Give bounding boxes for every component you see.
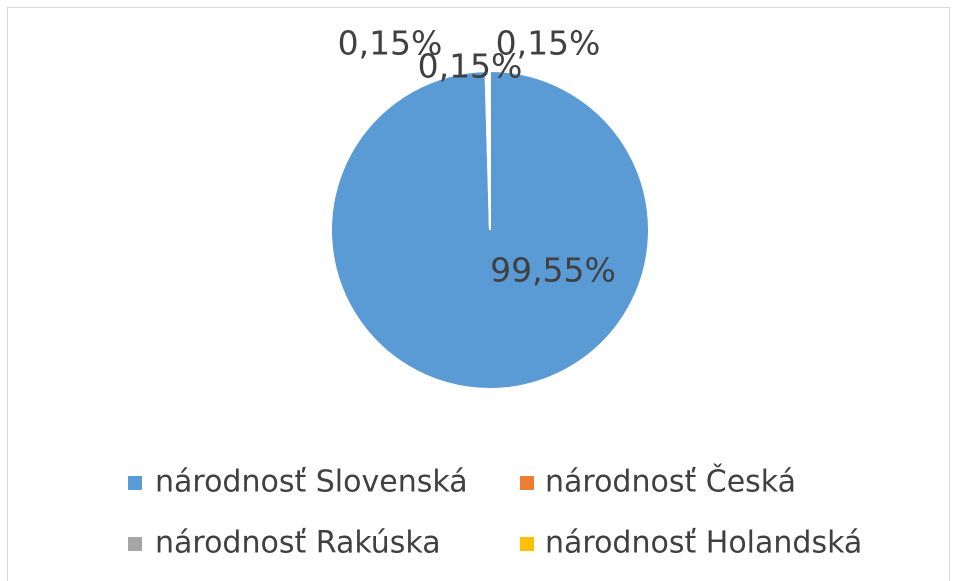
legend-swatch [128,476,142,490]
data-label: 0,15% [496,24,601,63]
data-label: 99,55% [490,251,616,290]
legend-swatch [520,476,534,490]
pie-slice [487,69,491,231]
legend-label: národnosť Česká [545,463,796,500]
legend-label: národnosť Slovenská [155,465,468,500]
data-label: 0,15% [338,24,443,63]
legend-label: národnosť Rakúska [155,526,441,561]
legend-label: národnosť Holandská [545,526,862,561]
legend-swatch [128,537,142,551]
data-label: 0,15% [418,47,523,86]
legend-swatch [520,537,534,551]
